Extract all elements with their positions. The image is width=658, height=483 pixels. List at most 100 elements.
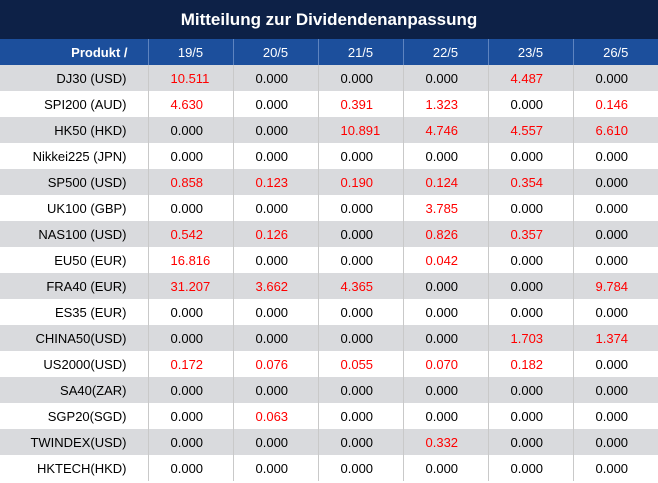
dividend-value-cell: 31.207 <box>148 273 234 299</box>
dividend-value-cell: 0.000 <box>233 429 319 455</box>
table-row: CHINA50(USD) 0.000 0.000 0.000 0.000 1.703 1.3… <box>0 325 658 351</box>
dividend-value-cell: 0.055 <box>318 351 404 377</box>
dividend-value-cell: 0.391 <box>318 91 404 117</box>
dividend-value-cell: 0.000 <box>488 455 574 481</box>
dividend-value-cell: 0.000 <box>233 195 319 221</box>
product-name-cell: SGP20(SGD) <box>0 403 149 429</box>
product-name-cell: NAS100 (USD) <box>0 221 149 247</box>
dividend-value-cell: 1.703 <box>488 325 574 351</box>
dividend-value-cell: 0.000 <box>573 403 658 429</box>
dividend-value-cell: 0.858 <box>148 169 234 195</box>
product-name-cell: SPI200 (AUD) <box>0 91 149 117</box>
dividend-value-cell: 0.000 <box>318 429 404 455</box>
dividend-value-cell: 0.000 <box>573 169 658 195</box>
dividend-value-cell: 0.070 <box>403 351 489 377</box>
dividend-value-cell: 0.172 <box>148 351 234 377</box>
dividend-value-cell: 0.000 <box>233 65 319 91</box>
dividend-value-cell: 1.323 <box>403 91 489 117</box>
dividend-value-cell: 0.000 <box>573 429 658 455</box>
dividend-value-cell: 0.000 <box>403 403 489 429</box>
product-name-cell: HK50 (HKD) <box>0 117 149 143</box>
dividend-value-cell: 0.000 <box>403 325 489 351</box>
product-name-cell: SA40(ZAR) <box>0 377 149 403</box>
dividend-value-cell: 0.000 <box>148 195 234 221</box>
dividend-value-cell: 0.000 <box>233 377 319 403</box>
table-row: FRA40 (EUR) 31.207 3.662 4.365 0.000 0.000 9.7… <box>0 273 658 299</box>
dividend-value-cell: 0.000 <box>148 325 234 351</box>
dividend-value-cell: 0.000 <box>318 247 404 273</box>
dividend-value-cell: 4.365 <box>318 273 404 299</box>
dividend-value-cell: 0.000 <box>573 247 658 273</box>
dividend-value-cell: 0.000 <box>318 325 404 351</box>
dividend-value-cell: 0.000 <box>318 143 404 169</box>
dividend-value-cell: 0.000 <box>233 455 319 481</box>
dividend-value-cell: 0.000 <box>573 221 658 247</box>
table-row: SPI200 (AUD) 4.630 0.000 0.391 1.323 0.000 0.1… <box>0 91 658 117</box>
product-name-cell: US2000(USD) <box>0 351 149 377</box>
dividend-value-cell: 0.000 <box>318 299 404 325</box>
product-name-cell: HKTECH(HKD) <box>0 455 149 481</box>
dividend-value-cell: 0.332 <box>403 429 489 455</box>
table-row: EU50 (EUR) 16.816 0.000 0.000 0.042 0.000 0.00… <box>0 247 658 273</box>
dividend-value-cell: 4.746 <box>403 117 489 143</box>
dividend-value-cell: 0.826 <box>403 221 489 247</box>
dividend-value-cell: 3.785 <box>403 195 489 221</box>
dividend-value-cell: 0.000 <box>488 91 574 117</box>
product-column-header: Produkt / <box>0 39 149 65</box>
table-row: Nikkei225 (JPN) 0.000 0.000 0.000 0.000 0.000… <box>0 143 658 169</box>
table-row: SA40(ZAR) 0.000 0.000 0.000 0.000 0.000 0.000 <box>0 377 658 403</box>
dividend-value-cell: 0.000 <box>488 377 574 403</box>
dividend-value-cell: 0.000 <box>318 65 404 91</box>
dividend-value-cell: 0.000 <box>403 143 489 169</box>
dividend-value-cell: 0.000 <box>573 377 658 403</box>
dividend-value-cell: 0.000 <box>573 195 658 221</box>
dividend-value-cell: 0.000 <box>488 429 574 455</box>
dividend-value-cell: 0.000 <box>318 455 404 481</box>
table-row: HK50 (HKD) 0.000 0.000 10.891 4.746 4.557 6.61… <box>0 117 658 143</box>
dividend-value-cell: 0.000 <box>488 273 574 299</box>
dividend-value-cell: 0.000 <box>148 143 234 169</box>
dividend-value-cell: 0.042 <box>403 247 489 273</box>
dividend-value-cell: 0.063 <box>233 403 319 429</box>
dividend-value-cell: 9.784 <box>573 273 658 299</box>
dividend-value-cell: 0.076 <box>233 351 319 377</box>
dividend-value-cell: 0.000 <box>233 143 319 169</box>
dividend-value-cell: 0.000 <box>148 377 234 403</box>
table-row: ES35 (EUR) 0.000 0.000 0.000 0.000 0.000 0.000 <box>0 299 658 325</box>
table-row: SGP20(SGD) 0.000 0.063 0.000 0.000 0.000 0.000 <box>0 403 658 429</box>
dividend-value-cell: 0.000 <box>318 195 404 221</box>
dividend-value-cell: 0.123 <box>233 169 319 195</box>
dividend-value-cell: 0.000 <box>148 455 234 481</box>
dividend-value-cell: 0.124 <box>403 169 489 195</box>
dividend-value-cell: 0.000 <box>148 403 234 429</box>
dividend-value-cell: 0.000 <box>403 299 489 325</box>
table-row: UK100 (GBP) 0.000 0.000 0.000 3.785 0.000 0.00… <box>0 195 658 221</box>
product-name-cell: Nikkei225 (JPN) <box>0 143 149 169</box>
dividend-value-cell: 0.190 <box>318 169 404 195</box>
dividend-value-cell: 0.000 <box>488 403 574 429</box>
dividend-value-cell: 0.000 <box>318 403 404 429</box>
dividend-value-cell: 0.126 <box>233 221 319 247</box>
product-name-cell: FRA40 (EUR) <box>0 273 149 299</box>
product-name-cell: EU50 (EUR) <box>0 247 149 273</box>
dividend-value-cell: 0.000 <box>233 247 319 273</box>
table-row: DJ30 (USD) 10.511 0.000 0.000 0.000 4.487 0.00… <box>0 65 658 91</box>
date-column-header: 21/5 <box>318 39 404 65</box>
product-name-cell: CHINA50(USD) <box>0 325 149 351</box>
dividend-value-cell: 0.000 <box>403 377 489 403</box>
dividend-value-cell: 0.182 <box>488 351 574 377</box>
dividend-value-cell: 10.511 <box>148 65 234 91</box>
dividend-table: Produkt / 19/5 20/5 21/5 22/5 23/5 26/5 … <box>0 39 658 481</box>
dividend-value-cell: 0.000 <box>488 247 574 273</box>
dividend-value-cell: 0.000 <box>573 351 658 377</box>
date-column-header: 26/5 <box>573 39 658 65</box>
table-row: HKTECH(HKD) 0.000 0.000 0.000 0.000 0.000 0.00… <box>0 455 658 481</box>
date-column-header: 22/5 <box>403 39 489 65</box>
dividend-value-cell: 0.000 <box>148 429 234 455</box>
dividend-value-cell: 0.146 <box>573 91 658 117</box>
dividend-value-cell: 3.662 <box>233 273 319 299</box>
page-title: Mitteilung zur Dividendenanpassung <box>0 0 658 39</box>
dividend-value-cell: 16.816 <box>148 247 234 273</box>
dividend-value-cell: 0.000 <box>488 143 574 169</box>
date-column-header: 20/5 <box>233 39 319 65</box>
